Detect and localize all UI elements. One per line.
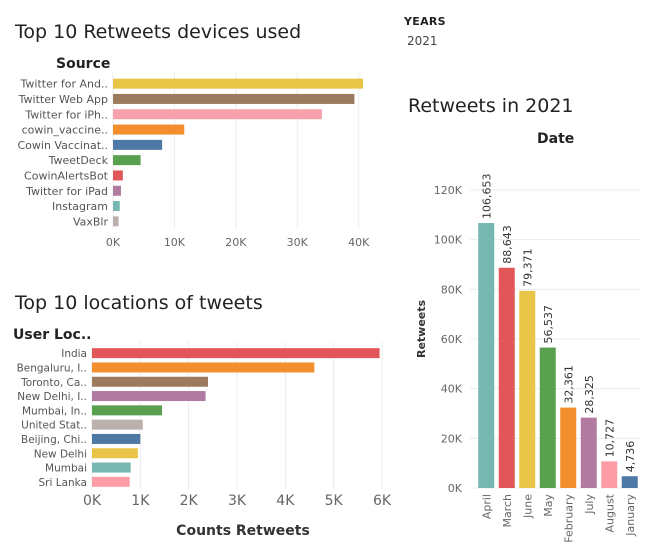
x-tick-label: 20K xyxy=(225,236,247,249)
locations-chart-title: Top 10 locations of tweets xyxy=(15,292,263,314)
x-tick-label: June xyxy=(521,494,534,519)
category-label: Instagram xyxy=(52,200,108,213)
y-axis-label: Retweets xyxy=(415,300,428,359)
category-label: Bengaluru, I.. xyxy=(17,362,87,374)
bar xyxy=(113,93,355,104)
bar xyxy=(92,462,131,473)
category-label: India xyxy=(61,348,87,360)
bar xyxy=(113,155,141,166)
category-label: Twitter for And.. xyxy=(20,78,108,91)
y-tick-label: 60K xyxy=(441,333,463,346)
x-tick-label: February xyxy=(562,494,575,543)
category-label: United Stat.. xyxy=(21,420,87,432)
devices-category-header: Source xyxy=(56,56,111,72)
x-tick-label: 6K xyxy=(373,493,392,509)
data-label: 28,325 xyxy=(583,375,596,414)
x-tick-label: 5K xyxy=(325,493,344,509)
bar xyxy=(539,347,556,488)
bar xyxy=(601,461,618,488)
category-label: Sri Lanka xyxy=(38,477,87,489)
years-filter-value[interactable]: 2021 xyxy=(407,34,438,48)
bar xyxy=(92,433,141,444)
data-label: 88,643 xyxy=(501,225,514,264)
monthly-chart-title: Retweets in 2021 xyxy=(408,95,574,117)
bar xyxy=(519,290,536,488)
category-label: Twitter for iPad xyxy=(25,185,108,198)
y-tick-label: 100K xyxy=(434,234,463,247)
data-label: 106,653 xyxy=(480,174,493,220)
bar xyxy=(560,407,577,488)
category-label: Twitter Web App xyxy=(18,93,108,106)
category-label: Cowin Vaccinat.. xyxy=(17,139,108,152)
x-axis-label: Counts Retweets xyxy=(176,523,310,539)
x-tick-label: 0K xyxy=(106,236,121,249)
bar xyxy=(113,109,322,120)
bar xyxy=(92,362,315,373)
bar xyxy=(92,476,130,487)
bar xyxy=(113,78,364,89)
bar xyxy=(92,376,208,387)
bar xyxy=(92,405,163,416)
bar xyxy=(478,223,495,489)
locations-category-header: User Loc.. xyxy=(13,327,92,343)
category-label: New Delhi xyxy=(34,448,87,460)
bar xyxy=(92,348,380,359)
bar xyxy=(92,419,143,430)
category-label: Mumbai, In.. xyxy=(22,405,87,417)
x-tick-label: 10K xyxy=(164,236,186,249)
x-tick-label: 1K xyxy=(131,493,150,509)
bar xyxy=(92,448,138,459)
category-label: Beijing, Chi.. xyxy=(21,434,87,446)
x-tick-label: March xyxy=(501,494,514,528)
bar xyxy=(113,216,119,227)
category-label: CowinAlertsBot xyxy=(24,169,109,182)
bar xyxy=(113,185,121,196)
years-filter-label: YEARS xyxy=(404,15,446,28)
category-label: VaxBlr xyxy=(73,215,109,228)
x-tick-label: January xyxy=(624,494,637,537)
y-tick-label: 20K xyxy=(441,432,463,445)
x-tick-label: 30K xyxy=(287,236,309,249)
category-label: Twitter for iPh.. xyxy=(24,108,108,121)
bar xyxy=(92,391,206,402)
bar xyxy=(113,170,123,181)
y-tick-label: 120K xyxy=(434,184,463,197)
x-tick-label: 0K xyxy=(83,493,102,509)
data-label: 56,537 xyxy=(542,305,555,344)
x-tick-label: July xyxy=(583,494,596,515)
data-label: 79,371 xyxy=(521,248,534,287)
x-tick-label: 40K xyxy=(348,236,370,249)
x-tick-label: May xyxy=(542,494,555,517)
devices-chart-title: Top 10 Retweets devices used xyxy=(15,21,302,43)
data-label: 4,736 xyxy=(624,441,637,473)
x-tick-label: 3K xyxy=(228,493,247,509)
bar xyxy=(113,201,120,212)
x-tick-label: 2K xyxy=(180,493,199,509)
bar xyxy=(113,139,163,150)
monthly-category-header: Date xyxy=(537,131,575,147)
bar xyxy=(621,476,638,488)
category-label: Mumbai xyxy=(45,463,87,475)
x-tick-label: April xyxy=(480,494,493,519)
category-label: New Delhi, I.. xyxy=(17,391,87,403)
category-label: Toronto, Ca.. xyxy=(20,377,87,389)
y-tick-label: 80K xyxy=(441,283,463,296)
y-tick-label: 0K xyxy=(448,482,463,495)
bar xyxy=(580,417,597,488)
bar xyxy=(498,267,515,488)
y-tick-label: 40K xyxy=(441,383,463,396)
x-tick-label: August xyxy=(603,493,616,532)
category-label: TweetDeck xyxy=(48,154,109,167)
bar xyxy=(113,124,185,135)
x-tick-label: 4K xyxy=(276,493,295,509)
category-label: cowin_vaccine.. xyxy=(22,124,108,137)
data-label: 32,361 xyxy=(562,365,575,404)
data-label: 10,727 xyxy=(603,419,616,458)
